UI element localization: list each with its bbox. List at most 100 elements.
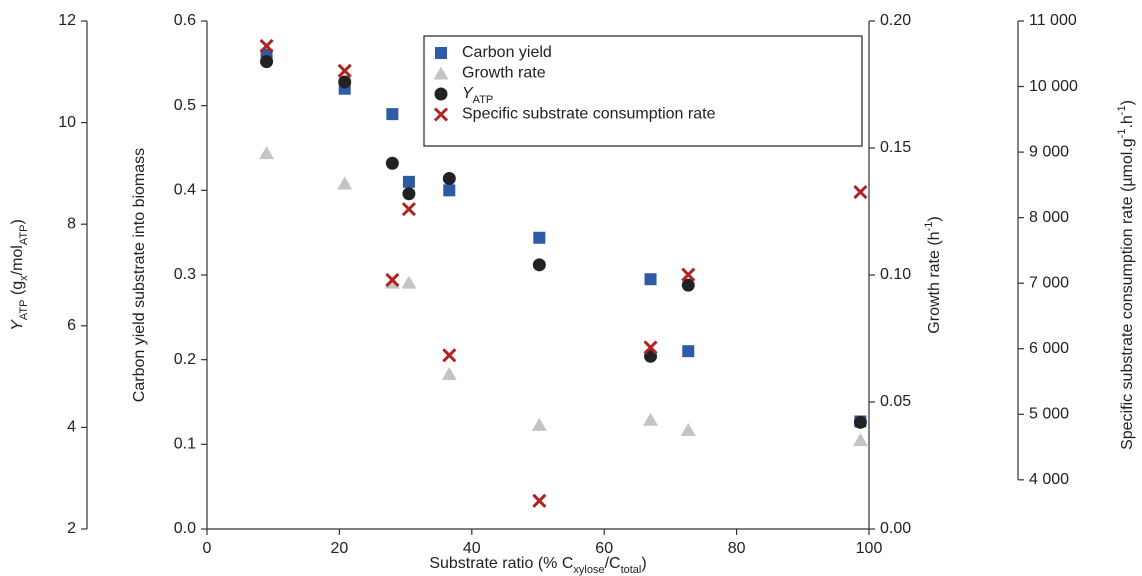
y2-tick-label: 0.10 — [880, 266, 911, 283]
label-part: xylose — [573, 564, 604, 576]
label-part: -1 — [923, 222, 935, 232]
label-part: Specific substrate consumption rate — [462, 106, 716, 123]
y2-tick-label: 0.00 — [880, 520, 911, 537]
legend-marker — [433, 107, 449, 122]
marker-circle — [338, 75, 352, 89]
legend-label: Specific substrate consumption rate — [462, 106, 716, 123]
y3-tick-label: 4 — [67, 419, 76, 436]
x-tick-label: 20 — [331, 540, 349, 557]
marker-square — [644, 273, 657, 286]
marker-circle — [853, 415, 867, 429]
marker-circle — [442, 171, 456, 185]
legend-label: YATP — [462, 85, 493, 106]
x-tick-label: 80 — [728, 540, 746, 557]
label-part: .h — [1119, 115, 1136, 128]
y2-tick-label: 0.15 — [880, 139, 911, 156]
marker-cross — [853, 185, 868, 200]
marker-cross — [337, 63, 352, 78]
label-part: Y — [462, 85, 474, 102]
marker-square — [402, 175, 415, 188]
marker-triangle — [337, 176, 353, 190]
marker-circle — [681, 278, 695, 292]
marker-circle — [532, 258, 546, 272]
marker-triangle — [384, 275, 400, 289]
x-tick-label: 0 — [203, 540, 212, 557]
marker-circle — [644, 349, 658, 363]
y3-tick-label: 12 — [58, 12, 76, 29]
x-tick-label: 60 — [595, 540, 613, 557]
marker-circle — [385, 156, 399, 170]
marker-cross — [385, 272, 400, 287]
marker-circle — [402, 187, 416, 201]
y4-tick-label: 5 000 — [1029, 406, 1069, 423]
marker-triangle — [852, 433, 868, 447]
label-part: ATP — [18, 225, 30, 246]
label-part: x — [18, 275, 30, 281]
marker-triangle — [441, 367, 457, 381]
marker-cross — [442, 348, 457, 363]
legend-marker — [435, 47, 447, 59]
label-part: Specific substrate consumption rate (µmo… — [1119, 138, 1136, 450]
label-part: ATP — [18, 300, 30, 321]
marker-circle — [260, 55, 274, 69]
label-part: /mol — [9, 245, 26, 275]
legend-label: Growth rate — [462, 65, 546, 82]
label-part: Growth rate — [462, 65, 546, 82]
x-axis-label: Substrate ratio (% Cxylose/Ctotal) — [429, 555, 646, 576]
x-tick-label: 100 — [856, 540, 883, 557]
y-tick-label: 0.4 — [174, 182, 196, 199]
label-part: ATP — [473, 94, 494, 106]
y-tick-label: 0.0 — [174, 520, 196, 537]
y4-tick-label: 4 000 — [1029, 471, 1069, 488]
legend-label: Carbon yield — [462, 44, 552, 61]
y2-tick-label: 0.20 — [880, 12, 911, 29]
y-axis-label: Carbon yield substrate into biomass — [131, 148, 148, 402]
legend-marker — [433, 66, 449, 80]
label-part: ) — [641, 555, 646, 572]
label-part: (g — [9, 281, 26, 300]
marker-cross — [259, 38, 274, 53]
label-part: Carbon yield substrate into biomass — [131, 148, 148, 402]
marker-triangle — [680, 422, 696, 436]
marker-square — [386, 108, 399, 121]
label-part: Substrate ratio (% C — [429, 555, 573, 572]
label-part: ) — [926, 216, 943, 221]
marker-triangle — [401, 275, 417, 289]
y3-axis-label: YATP (gx/molATP) — [9, 219, 30, 331]
y4-axis-label: Specific substrate consumption rate (µmo… — [1116, 100, 1136, 450]
y-tick-label: 0.5 — [174, 97, 196, 114]
label-part: -1 — [1116, 129, 1128, 139]
y4-tick-label: 8 000 — [1029, 209, 1069, 226]
y4-tick-label: 10 000 — [1029, 78, 1078, 95]
marker-cross — [681, 267, 696, 282]
marker-square — [533, 231, 546, 244]
y2-tick-label: 0.05 — [880, 393, 911, 410]
label-part: Carbon yield — [462, 44, 552, 61]
y4-tick-label: 6 000 — [1029, 340, 1069, 357]
label-part: total — [621, 564, 642, 576]
marker-triangle — [259, 146, 275, 160]
marker-square — [682, 345, 695, 358]
marker-triangle — [643, 412, 659, 426]
label-part: -1 — [1116, 105, 1128, 115]
y-tick-label: 0.6 — [174, 12, 196, 29]
y3-tick-label: 2 — [67, 520, 76, 537]
legend-box — [423, 35, 863, 147]
marker-cross — [643, 340, 658, 355]
y3-tick-label: 8 — [67, 215, 76, 232]
label-part: ) — [1119, 100, 1136, 105]
y3-tick-label: 10 — [58, 114, 76, 131]
label-part: Growth rate (h — [926, 231, 943, 333]
marker-cross — [401, 202, 416, 217]
label-part: Y — [9, 319, 26, 331]
y-tick-label: 0.3 — [174, 266, 196, 283]
y4-tick-label: 11 000 — [1029, 12, 1077, 29]
label-part: /C — [605, 555, 621, 572]
y4-tick-label: 7 000 — [1029, 274, 1069, 291]
y2-axis-label: Growth rate (h-1) — [923, 216, 943, 333]
x-tick-label: 40 — [463, 540, 481, 557]
y-tick-label: 0.2 — [174, 351, 196, 368]
legend-marker — [434, 87, 448, 101]
marker-square — [443, 184, 456, 197]
